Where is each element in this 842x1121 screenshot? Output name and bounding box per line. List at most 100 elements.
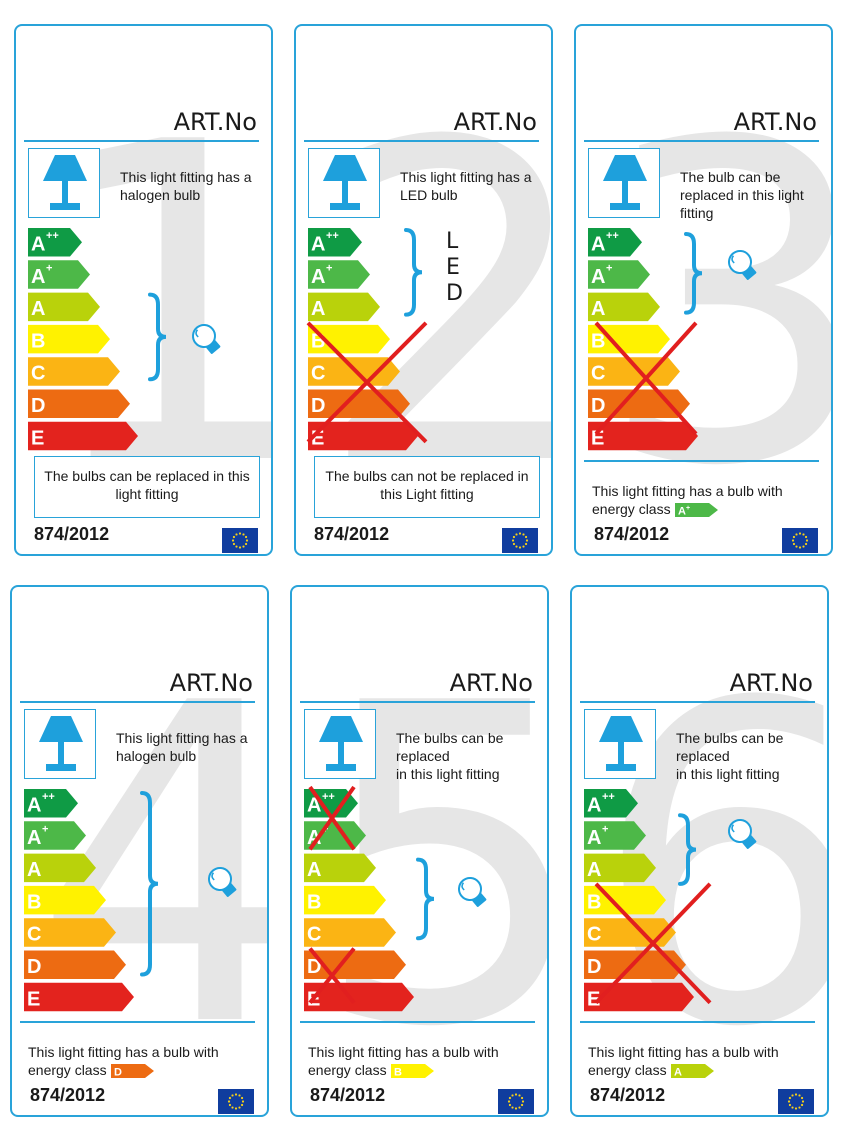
energy-class-letter: A bbox=[591, 234, 605, 256]
energy-class-letter: B bbox=[591, 330, 605, 352]
energy-class-scale: A ++ A + A B C D E bbox=[304, 789, 414, 1019]
eu-flag-icon bbox=[218, 1089, 254, 1114]
energy-class-letter: A bbox=[591, 266, 605, 288]
energy-class-b: B bbox=[584, 885, 666, 915]
art-no-label: ART.No bbox=[729, 669, 813, 697]
regulation-number: 874/2012 bbox=[314, 524, 390, 544]
energy-class-letter: C bbox=[27, 924, 41, 946]
energy-class-e: E bbox=[28, 421, 138, 451]
energy-class-letter: A bbox=[307, 795, 321, 817]
bulb-class-letter: D bbox=[114, 1067, 122, 1079]
energy-class-letter: D bbox=[27, 956, 41, 978]
energy-class-letter: C bbox=[311, 363, 325, 385]
energy-class-superscript: ++ bbox=[42, 791, 55, 803]
energy-class-aplus: A + bbox=[588, 260, 650, 289]
energy-class-a: A bbox=[24, 853, 96, 883]
divider bbox=[24, 140, 259, 142]
energy-class-letter: B bbox=[311, 330, 325, 352]
energy-class-a: A bbox=[28, 292, 100, 322]
fitting-info-text: The bulb can be replaced in this light f… bbox=[680, 169, 804, 221]
divider bbox=[580, 1021, 815, 1023]
bulb-class-badge: B bbox=[390, 1064, 434, 1079]
table-lamp-icon bbox=[319, 716, 363, 771]
energy-class-letter: A bbox=[31, 298, 45, 320]
energy-class-b: B bbox=[588, 324, 670, 354]
energy-class-c: C bbox=[28, 357, 120, 386]
energy-class-a: A bbox=[308, 292, 380, 322]
bulb-class-note: This light fitting has a bulb with energ… bbox=[28, 1043, 258, 1079]
lamp-pictogram bbox=[28, 148, 100, 218]
energy-class-aplusplus: A ++ bbox=[584, 789, 638, 818]
energy-class-aplusplus: A ++ bbox=[588, 228, 642, 257]
energy-class-letter: A bbox=[587, 795, 601, 817]
energy-class-letter: C bbox=[307, 924, 321, 946]
bulb-class-text: This light fitting has a bulb with energ… bbox=[588, 1044, 779, 1078]
energy-class-letter: C bbox=[587, 924, 601, 946]
energy-class-e: E bbox=[24, 982, 134, 1012]
lamp-pictogram bbox=[308, 148, 380, 218]
bulb-class-letter: A bbox=[678, 506, 686, 518]
bulb-class-letter: B bbox=[394, 1067, 402, 1079]
divider bbox=[584, 140, 819, 142]
energy-class-c: C bbox=[304, 918, 396, 947]
energy-class-letter: D bbox=[307, 956, 321, 978]
energy-class-e: E bbox=[584, 982, 694, 1012]
divider bbox=[20, 1021, 255, 1023]
energy-class-letter: B bbox=[307, 891, 321, 913]
energy-class-aplusplus: A ++ bbox=[28, 228, 82, 257]
energy-class-b: B bbox=[28, 324, 110, 354]
energy-class-e: E bbox=[304, 982, 414, 1012]
energy-class-scale: A ++ A + A B C D E bbox=[584, 789, 694, 1019]
energy-class-superscript: + bbox=[602, 823, 608, 835]
fitting-info-text: This light fitting has a LED bulb bbox=[400, 169, 532, 203]
energy-class-aplus: A + bbox=[304, 821, 366, 850]
replaceability-note: The bulbs can not be replaced in this Li… bbox=[314, 456, 540, 518]
lamp-pictogram bbox=[588, 148, 660, 218]
energy-class-letter: D bbox=[311, 395, 325, 417]
energy-class-aplus: A + bbox=[584, 821, 646, 850]
energy-class-letter: A bbox=[31, 266, 45, 288]
energy-class-d: D bbox=[304, 950, 406, 979]
energy-class-superscript: ++ bbox=[322, 791, 335, 803]
energy-class-letter: E bbox=[311, 427, 324, 449]
energy-class-letter: A bbox=[27, 795, 41, 817]
bulb-class-letter: A bbox=[674, 1067, 682, 1079]
energy-class-letter: A bbox=[311, 298, 325, 320]
energy-class-letter: C bbox=[591, 363, 605, 385]
divider bbox=[580, 701, 815, 703]
energy-class-letter: B bbox=[27, 891, 41, 913]
energy-class-d: D bbox=[584, 950, 686, 979]
table-lamp-icon bbox=[599, 716, 643, 771]
replaceability-note: The bulbs can be replaced in this light … bbox=[34, 456, 260, 518]
energy-class-d: D bbox=[28, 389, 130, 418]
energy-class-letter: E bbox=[27, 988, 40, 1010]
regulation-number: 874/2012 bbox=[590, 1085, 666, 1105]
art-no-label: ART.No bbox=[733, 108, 817, 136]
energy-class-superscript: ++ bbox=[326, 230, 339, 242]
energy-class-letter: E bbox=[591, 427, 604, 449]
energy-class-letter: A bbox=[307, 827, 321, 849]
regulation-number: 874/2012 bbox=[30, 1085, 106, 1105]
energy-class-aplusplus: A ++ bbox=[24, 789, 78, 818]
art-no-label: ART.No bbox=[173, 108, 257, 136]
energy-class-letter: A bbox=[27, 859, 41, 881]
bulb-class-badge: A bbox=[670, 1064, 714, 1079]
energy-class-scale: A ++ A + A B C D E bbox=[28, 228, 138, 458]
energy-class-letter: B bbox=[587, 891, 601, 913]
divider bbox=[300, 1021, 535, 1023]
energy-class-letter: A bbox=[27, 827, 41, 849]
energy-class-aplusplus: A ++ bbox=[304, 789, 358, 818]
energy-class-c: C bbox=[24, 918, 116, 947]
fitting-info-text: This light fitting has a halogen bulb bbox=[116, 730, 248, 764]
energy-class-superscript: + bbox=[322, 823, 328, 835]
bulb-class-text: This light fitting has a bulb with energ… bbox=[308, 1044, 499, 1078]
art-no-label: ART.No bbox=[169, 669, 253, 697]
energy-class-superscript: + bbox=[42, 823, 48, 835]
art-no-label: ART.No bbox=[453, 108, 537, 136]
